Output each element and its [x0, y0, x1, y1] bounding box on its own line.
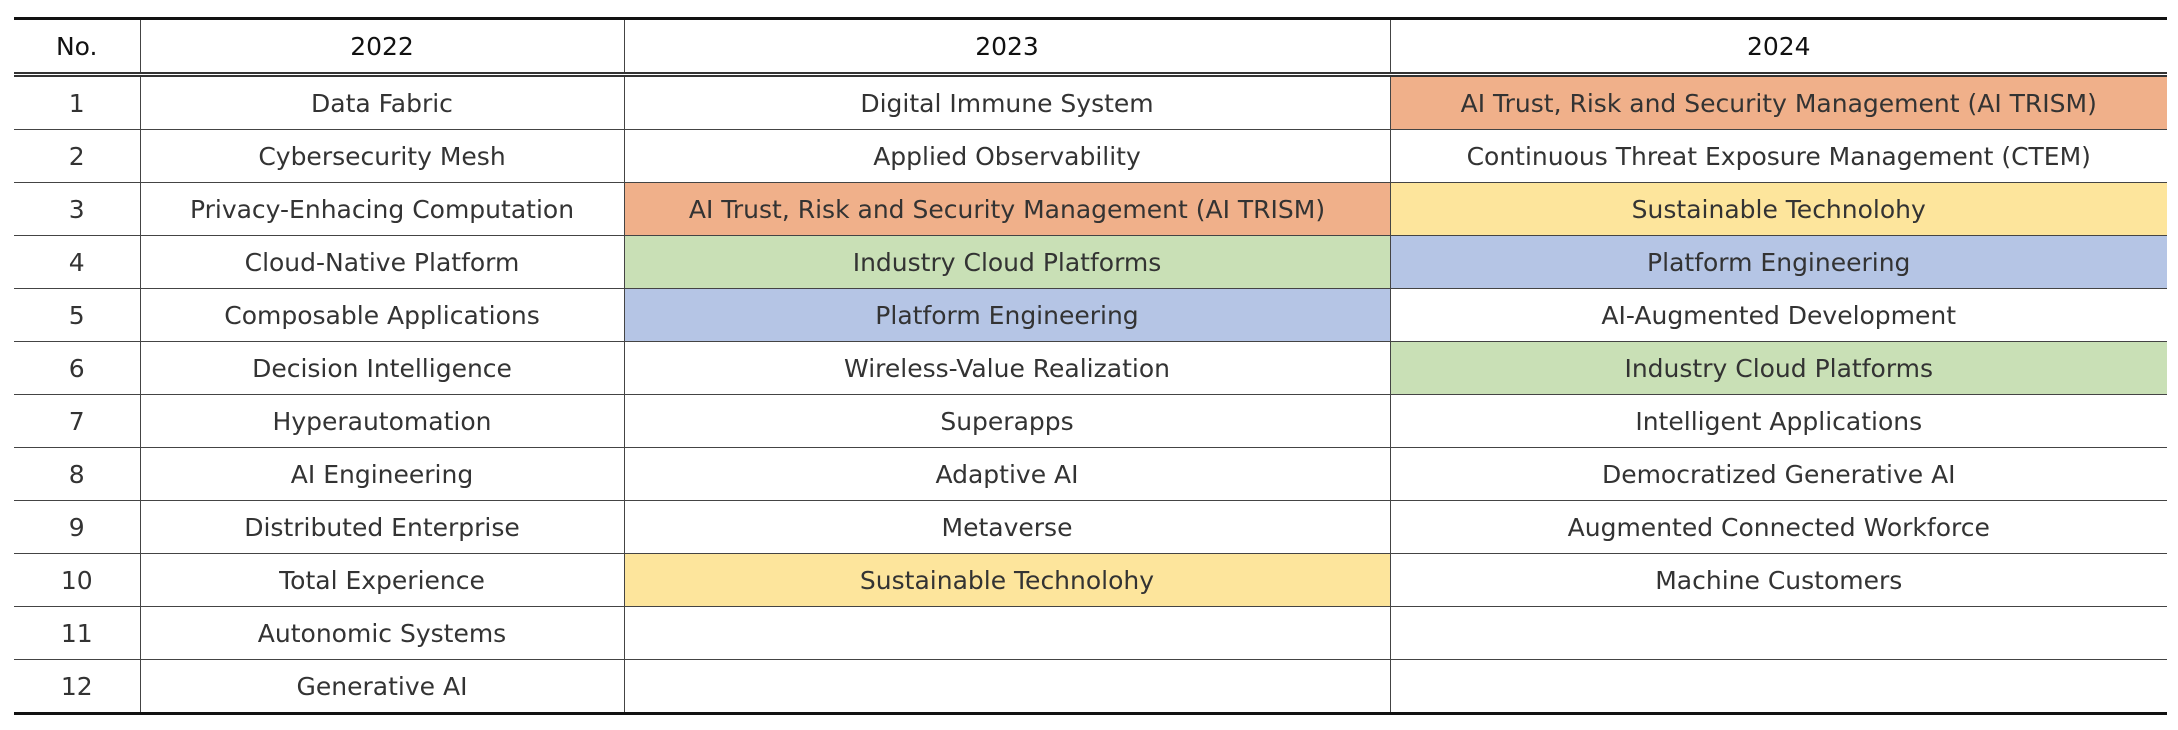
trend-cell: AI Engineering — [139, 447, 625, 501]
trends-table: No. 2022 2023 2024 1 Data Fabric Digital I… — [14, 17, 2167, 715]
table-row: 11 Autonomic Systems — [14, 606, 2167, 660]
trend-cell: Cloud-Native Platform — [139, 235, 625, 289]
table-row: 3 Privacy-Enhacing Computation AI Trust, R… — [14, 182, 2167, 236]
row-number: 7 — [14, 394, 141, 448]
trend-cell: Composable Applications — [139, 288, 625, 342]
table-row: 5 Composable Applications Platform Enginee… — [14, 288, 2167, 342]
trend-cell: Platform Engineering — [1389, 235, 2167, 289]
trend-cell: Data Fabric — [139, 74, 625, 130]
table-row: 9 Distributed Enterprise Metaverse Augmente… — [14, 500, 2167, 554]
row-number: 3 — [14, 182, 141, 236]
trend-cell: Total Experience — [139, 553, 625, 607]
table-row: 1 Data Fabric Digital Immune System AI Trus… — [14, 74, 2167, 130]
header-cell: 2022 — [139, 17, 625, 77]
trend-cell: Wireless-Value Realization — [623, 341, 1391, 395]
row-number: 4 — [14, 235, 141, 289]
trend-cell: Distributed Enterprise — [139, 500, 625, 554]
row-number: 10 — [14, 553, 141, 607]
header-row: No. 2022 2023 2024 — [14, 17, 2167, 77]
header-cell: 2023 — [623, 17, 1391, 77]
trend-cell: Metaverse — [623, 500, 1391, 554]
table-row: 8 AI Engineering Adaptive AI Democratized G… — [14, 447, 2167, 501]
trend-cell: Generative AI — [139, 659, 625, 715]
row-number: 1 — [14, 74, 141, 130]
trend-cell: Continuous Threat Exposure Management (C… — [1389, 129, 2167, 183]
row-number: 6 — [14, 341, 141, 395]
header-cell: 2024 — [1389, 17, 2167, 77]
table-row: 2 Cybersecurity Mesh Applied Observability… — [14, 129, 2167, 183]
trend-cell: Intelligent Applications — [1389, 394, 2167, 448]
row-number: 9 — [14, 500, 141, 554]
trend-cell — [623, 606, 1391, 660]
trend-cell: Augmented Connected Workforce — [1389, 500, 2167, 554]
row-number: 8 — [14, 447, 141, 501]
trend-cell: Digital Immune System — [623, 74, 1391, 130]
table-row: 12 Generative AI — [14, 659, 2167, 715]
trend-cell: Machine Customers — [1389, 553, 2167, 607]
row-number: 11 — [14, 606, 141, 660]
trend-cell: Industry Cloud Platforms — [623, 235, 1391, 289]
trend-cell: Sustainable Technolohy — [1389, 182, 2167, 236]
trend-cell: Adaptive AI — [623, 447, 1391, 501]
table-row: 7 Hyperautomation Superapps Intelligent App… — [14, 394, 2167, 448]
row-number: 2 — [14, 129, 141, 183]
trend-cell: Platform Engineering — [623, 288, 1391, 342]
table-row: 6 Decision Intelligence Wireless-Value Rea… — [14, 341, 2167, 395]
trend-cell — [623, 659, 1391, 715]
trend-cell: Industry Cloud Platforms — [1389, 341, 2167, 395]
trend-cell: Cybersecurity Mesh — [139, 129, 625, 183]
trend-cell: Autonomic Systems — [139, 606, 625, 660]
trend-cell: Applied Observability — [623, 129, 1391, 183]
table-header: No. 2022 2023 2024 — [14, 17, 2167, 77]
trend-cell — [1389, 606, 2167, 660]
trend-cell: AI-Augmented Development — [1389, 288, 2167, 342]
trend-cell: Decision Intelligence — [139, 341, 625, 395]
trend-cell: Privacy-Enhacing Computation — [139, 182, 625, 236]
table-row: 4 Cloud-Native Platform Industry Cloud Pla… — [14, 235, 2167, 289]
trend-cell: Hyperautomation — [139, 394, 625, 448]
trend-cell: AI Trust, Risk and Security Management (… — [623, 182, 1391, 236]
table-row: 10 Total Experience Sustainable Technolohy… — [14, 553, 2167, 607]
header-cell: No. — [14, 17, 141, 77]
trend-cell: Superapps — [623, 394, 1391, 448]
trend-cell — [1389, 659, 2167, 715]
trend-cell: AI Trust, Risk and Security Management (… — [1389, 74, 2167, 130]
table-body: 1 Data Fabric Digital Immune System AI Trus… — [14, 74, 2167, 715]
row-number: 12 — [14, 659, 141, 715]
trend-cell: Democratized Generative AI — [1389, 447, 2167, 501]
row-number: 5 — [14, 288, 141, 342]
trend-cell: Sustainable Technolohy — [623, 553, 1391, 607]
